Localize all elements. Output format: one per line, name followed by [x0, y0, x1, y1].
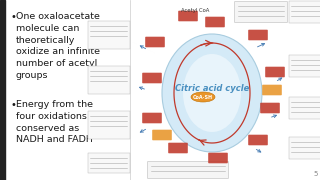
- Bar: [289, 1, 320, 23]
- FancyBboxPatch shape: [260, 103, 280, 113]
- Bar: [88, 66, 130, 94]
- Text: One oxaloacetate
molecule can
theoretically
oxidize an infinite
number of acetyl: One oxaloacetate molecule can theoretica…: [16, 12, 100, 80]
- FancyBboxPatch shape: [262, 85, 282, 95]
- FancyBboxPatch shape: [205, 17, 225, 27]
- FancyBboxPatch shape: [152, 130, 172, 140]
- FancyBboxPatch shape: [142, 73, 162, 83]
- Ellipse shape: [162, 34, 262, 152]
- FancyBboxPatch shape: [208, 153, 228, 163]
- Text: •: •: [10, 100, 16, 110]
- Text: CoA·SH: CoA·SH: [193, 94, 213, 100]
- FancyBboxPatch shape: [248, 135, 268, 145]
- Text: Acetyl CoA: Acetyl CoA: [181, 8, 209, 13]
- Bar: [88, 21, 130, 49]
- FancyBboxPatch shape: [235, 1, 287, 22]
- Bar: [289, 55, 320, 77]
- Text: •: •: [10, 12, 16, 22]
- FancyBboxPatch shape: [265, 67, 285, 77]
- Text: Energy from the
four oxidations is
conserved as
NADH and FADH: Energy from the four oxidations is conse…: [16, 100, 98, 144]
- Bar: [88, 153, 130, 173]
- Bar: [88, 111, 130, 139]
- FancyBboxPatch shape: [148, 161, 228, 179]
- Text: 2: 2: [108, 133, 113, 138]
- FancyBboxPatch shape: [178, 11, 198, 21]
- Bar: [130, 0, 320, 180]
- FancyBboxPatch shape: [142, 113, 162, 123]
- Text: 5: 5: [314, 171, 318, 177]
- Bar: [289, 97, 320, 119]
- Text: Citric acid cycle: Citric acid cycle: [175, 84, 249, 93]
- FancyBboxPatch shape: [248, 30, 268, 40]
- Ellipse shape: [191, 92, 215, 102]
- Bar: [0, 0, 5, 180]
- FancyBboxPatch shape: [168, 143, 188, 153]
- Ellipse shape: [183, 54, 241, 132]
- FancyBboxPatch shape: [145, 37, 165, 47]
- Bar: [0, 0, 130, 180]
- Bar: [289, 137, 320, 159]
